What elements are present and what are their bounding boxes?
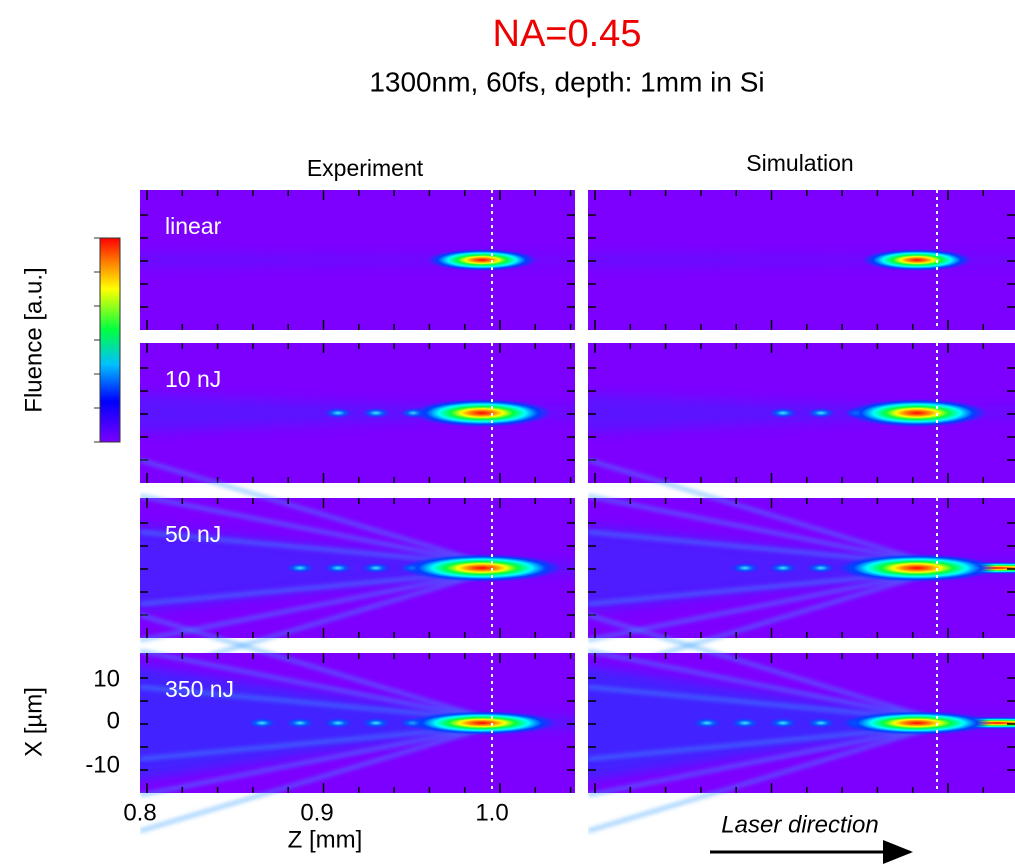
side-spot [807,408,835,418]
heatmap-panel [140,343,575,483]
beam-ray [140,613,493,722]
hot-spot [427,249,537,271]
beam-cone [588,525,1015,611]
beam-ray [140,649,493,722]
row-label: linear [165,213,222,239]
beam-cone [140,666,575,780]
hot-spot [402,554,562,582]
hot-spot [837,554,997,582]
side-spot [362,563,390,573]
beam-ray [588,649,938,722]
side-spot [769,718,797,728]
title: NA=0.45 [493,13,642,55]
side-spot [248,718,276,728]
y-axis-label: X [µm] [20,687,47,757]
side-spot [324,563,352,573]
heatmap-panel [588,458,1015,678]
heatmap-panel [588,613,1015,833]
beam-ray [588,494,938,567]
beam-ray [588,458,938,567]
heatmap-panel [588,343,1015,483]
beam-ray [140,458,493,567]
heatmap-panel [140,458,575,678]
side-spot [731,563,759,573]
side-spot [769,408,797,418]
beam-ray [588,724,938,833]
beam-ray [588,569,938,642]
side-spot [807,563,835,573]
beam-ray [140,724,493,797]
side-spot [362,408,390,418]
x-tick-label: 1.0 [475,799,508,826]
beam-cone [140,393,575,433]
hot-spot [412,399,552,427]
beam-ray [140,494,493,567]
side-spot [769,563,797,573]
subtitle: 1300nm, 60fs, depth: 1mm in Si [369,66,764,97]
hot-spot [407,711,557,735]
x-tick-label: 0.9 [300,799,333,826]
side-spot [324,718,352,728]
x-axis-label: Z [mm] [288,826,363,853]
side-spot [807,718,835,728]
y-tick-label: 0 [107,707,120,734]
heatmap-panel [588,190,1015,330]
panels: linear 10 nJ 50 nJ 350 nJ [140,190,1015,833]
beam-ray [140,569,493,642]
y-tick-label: 10 [93,665,120,692]
beam-cone [588,666,1015,780]
row-label: 10 nJ [165,366,221,392]
beam-cone [140,525,575,611]
side-spot [362,718,390,728]
side-spot [693,718,721,728]
heatmap-panel [140,613,575,833]
column-header: Experiment [307,155,424,181]
column-header: Simulation [746,150,853,176]
y-tick-label: -10 [85,751,120,778]
colorbar-label: Fluence [a.u.] [20,267,47,412]
side-spot [731,718,759,728]
colorbar [99,237,121,443]
hot-spot [842,711,992,735]
x-tick-label: 0.8 [123,799,156,826]
hot-spot [847,399,987,427]
side-spot [324,408,352,418]
beam-ray [140,724,493,833]
annotation: Laser direction [721,811,878,838]
beam-ray [588,613,938,722]
side-spot [286,718,314,728]
side-spot [286,563,314,573]
heatmap-panel [140,190,575,330]
beam-cone [588,393,1015,433]
row-label: 50 nJ [165,521,221,547]
beam-ray [588,724,938,797]
hot-spot [862,249,972,271]
row-label: 350 nJ [165,676,234,702]
